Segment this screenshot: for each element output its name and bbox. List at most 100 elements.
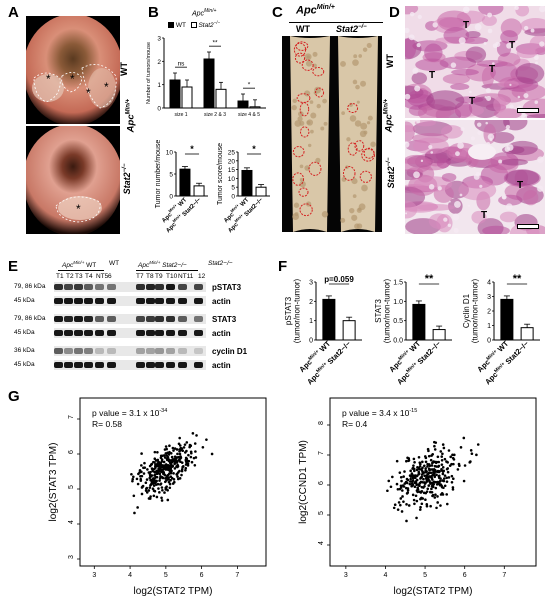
legend-wt: WT [175, 22, 186, 30]
scatter-point [452, 462, 455, 466]
panel-b-legend: WT Stat2−/− [168, 20, 220, 29]
blot-band [166, 316, 175, 322]
tumor-circle [308, 161, 322, 176]
scatter-point [167, 480, 171, 484]
scatter-point [449, 455, 453, 459]
tissue-fold [349, 207, 355, 214]
tissue-fold [366, 121, 371, 125]
scatter-point [458, 464, 461, 468]
scatter-point [446, 467, 450, 470]
tumor-circle [292, 172, 305, 186]
scatter-point [152, 489, 156, 493]
y-tick-label: 25 [228, 150, 236, 157]
tissue-fold [309, 100, 314, 104]
blot-band [194, 330, 203, 336]
tumor-circle [342, 166, 356, 181]
scatter-point [413, 460, 416, 464]
scatter-point [424, 498, 427, 502]
blot-band [95, 348, 104, 354]
bar [215, 88, 227, 109]
gland-lumen [450, 62, 457, 68]
blot-band [95, 362, 104, 368]
scatter-point [420, 473, 424, 476]
blot-band [178, 316, 187, 322]
tissue-fold [297, 116, 303, 122]
blot-strip [54, 282, 206, 292]
tissue-fold [340, 60, 346, 67]
tumor-mark: T [429, 70, 436, 81]
scatter-point [450, 480, 454, 484]
gland-lumen [420, 159, 424, 163]
scatter-point [168, 486, 172, 490]
tissue-region [451, 68, 479, 76]
scatter-point [182, 446, 186, 449]
scatter-point [194, 450, 197, 453]
y-tick-label: 3 [487, 294, 491, 301]
panel-g-ccnd1-scatter: 3 4 5 6 7 4 5 6 7 8 log2(STAT2 TPM) log2(CCND1 TPM)… [298, 397, 537, 597]
scatter-point [415, 478, 419, 482]
blot-kda-label: 79, 86 kDa [14, 283, 46, 290]
scatter-point [167, 476, 170, 479]
scatter-point [130, 472, 133, 476]
scatter-point [422, 486, 425, 489]
scatter-point [418, 508, 422, 511]
tissue-fold [293, 202, 300, 208]
gland-lumen [470, 136, 475, 141]
tumor-mark: T [509, 40, 516, 51]
scatter-point [417, 472, 421, 475]
blot-band [64, 330, 73, 336]
blot-band [74, 362, 83, 368]
scatter-point [133, 511, 136, 515]
lane-label: 12 [198, 273, 206, 280]
gland-lumen [417, 14, 422, 19]
lane-label: NT11 [178, 273, 194, 280]
scatter-point [152, 494, 156, 498]
scatter-point [433, 496, 437, 499]
tumor-circle [299, 203, 313, 217]
gland-lumen [409, 11, 415, 17]
tumor-circle [347, 142, 358, 156]
y-tick-label: 0 [487, 338, 491, 345]
scatter-point [173, 480, 176, 484]
y-axis-label: pSTAT3(tumor/non-tumor) [284, 278, 302, 343]
lane-label: T3 [75, 273, 83, 280]
gland-lumen [405, 93, 411, 100]
scatter-point [462, 436, 466, 440]
tissue-region [415, 58, 449, 72]
blot-protein-label: actin [212, 297, 231, 306]
scatter-point [442, 469, 446, 473]
scatter-point [437, 460, 441, 464]
scatter-point [411, 475, 415, 479]
blot-band [54, 348, 63, 354]
blot-header-line [136, 270, 198, 271]
scatter-point [159, 474, 162, 478]
scatter-point [400, 510, 404, 513]
y-tick-label: 0 [169, 194, 173, 201]
scatter-point [180, 473, 183, 477]
bar [237, 100, 249, 109]
scatter-point [185, 449, 188, 453]
scatter-point [429, 504, 432, 508]
blot-band [155, 316, 164, 322]
scatter-point [445, 476, 449, 480]
gland-lumen [416, 43, 421, 48]
scatter-point [148, 473, 152, 476]
scatter-point [431, 478, 434, 481]
scatter-point [399, 497, 403, 500]
scatter-point [426, 487, 430, 491]
tissue-region [424, 43, 443, 62]
r-value: R= 0.58 [92, 419, 122, 429]
tissue-region [436, 158, 450, 169]
scatter-point [437, 475, 441, 478]
tissue-fold [306, 120, 311, 125]
y-tick-label: 6 [318, 481, 325, 485]
tissue-region [450, 83, 470, 91]
tissue-fold [352, 194, 357, 198]
lane-label: NT5 [96, 273, 109, 280]
scatter-point [143, 466, 147, 469]
tumor-circle [347, 103, 359, 114]
scatter-point [398, 471, 402, 474]
tissue-region [499, 211, 518, 223]
blot-band [146, 284, 155, 290]
blot-band [178, 284, 187, 290]
